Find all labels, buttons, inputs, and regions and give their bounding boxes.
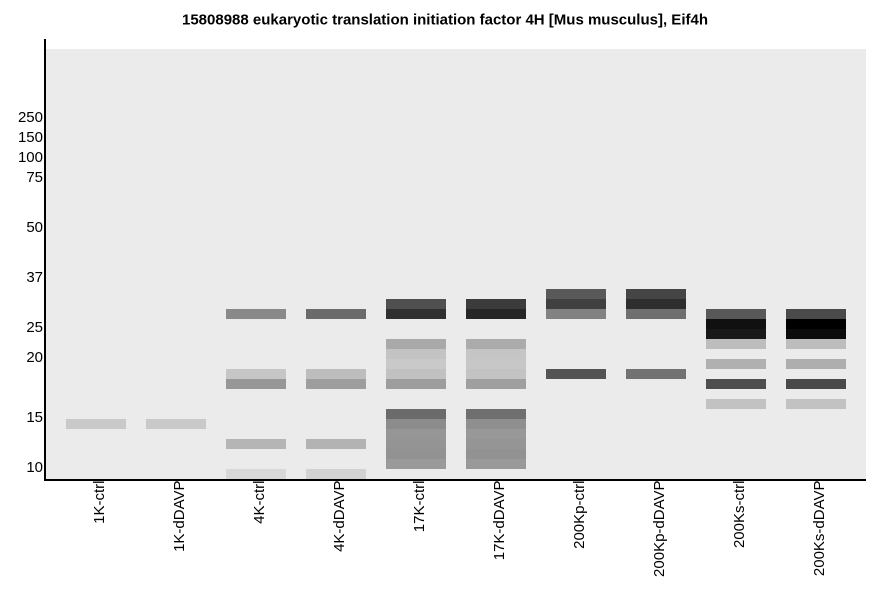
svg-text:1K-dDAVP: 1K-dDAVP	[171, 481, 188, 552]
svg-text:15808988 eukaryotic translatio: 15808988 eukaryotic translation initiati…	[182, 12, 708, 29]
svg-text:200Kp-ctrl: 200Kp-ctrl	[571, 481, 588, 549]
svg-text:20: 20	[26, 349, 43, 366]
svg-text:200Ks-dDAVP: 200Ks-dDAVP	[811, 481, 828, 577]
svg-text:37: 37	[26, 269, 43, 286]
svg-text:15: 15	[26, 409, 43, 426]
svg-text:17K-dDAVP: 17K-dDAVP	[491, 481, 508, 561]
svg-text:4K-dDAVP: 4K-dDAVP	[331, 481, 348, 552]
svg-text:100: 100	[18, 149, 43, 166]
svg-text:25: 25	[26, 319, 43, 336]
svg-text:200Ks-ctrl: 200Ks-ctrl	[731, 481, 748, 549]
svg-text:10: 10	[26, 459, 43, 476]
svg-text:50: 50	[26, 219, 43, 236]
svg-text:4K-ctrl: 4K-ctrl	[251, 481, 268, 524]
svg-text:75: 75	[26, 169, 43, 186]
svg-text:250: 250	[18, 109, 43, 126]
svg-text:17K-ctrl: 17K-ctrl	[411, 481, 428, 533]
svg-text:150: 150	[18, 129, 43, 146]
svg-text:1K-ctrl: 1K-ctrl	[91, 481, 108, 524]
svg-text:200Kp-dDAVP: 200Kp-dDAVP	[651, 481, 668, 577]
